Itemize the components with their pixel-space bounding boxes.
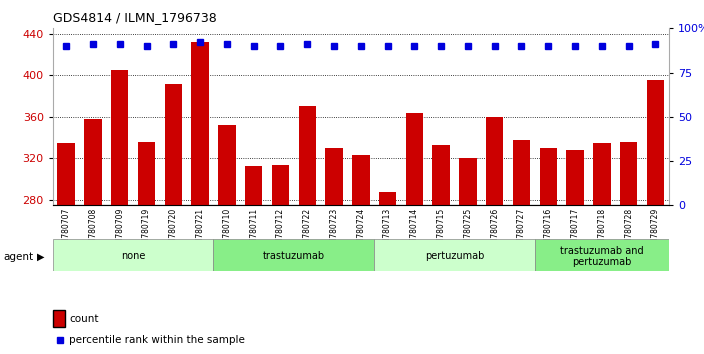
- Bar: [406, 113, 423, 205]
- Text: trastuzumab: trastuzumab: [263, 251, 325, 262]
- Bar: [111, 70, 128, 205]
- Bar: [566, 150, 584, 205]
- Bar: [191, 42, 209, 205]
- Bar: [213, 239, 375, 271]
- Bar: [272, 165, 289, 205]
- Text: none: none: [121, 251, 145, 262]
- Bar: [647, 80, 664, 205]
- Text: pertuzumab: pertuzumab: [425, 251, 484, 262]
- Text: count: count: [69, 314, 99, 324]
- Bar: [513, 140, 530, 205]
- Bar: [432, 145, 450, 205]
- Bar: [352, 155, 370, 205]
- Bar: [539, 148, 557, 205]
- Bar: [593, 143, 610, 205]
- Text: percentile rank within the sample: percentile rank within the sample: [69, 335, 245, 345]
- Text: agent: agent: [4, 252, 34, 262]
- Bar: [486, 117, 503, 205]
- Bar: [84, 119, 101, 205]
- Text: trastuzumab and
pertuzumab: trastuzumab and pertuzumab: [560, 246, 643, 267]
- Bar: [245, 166, 263, 205]
- Bar: [379, 192, 396, 205]
- Text: ▶: ▶: [37, 252, 44, 262]
- Bar: [535, 239, 669, 271]
- Bar: [138, 142, 156, 205]
- Bar: [620, 142, 637, 205]
- Bar: [298, 107, 316, 205]
- Bar: [53, 239, 213, 271]
- Bar: [459, 159, 477, 205]
- Bar: [165, 84, 182, 205]
- Bar: [375, 239, 535, 271]
- Text: GDS4814 / ILMN_1796738: GDS4814 / ILMN_1796738: [53, 11, 217, 24]
- Bar: [325, 148, 343, 205]
- Bar: [58, 143, 75, 205]
- Bar: [218, 125, 236, 205]
